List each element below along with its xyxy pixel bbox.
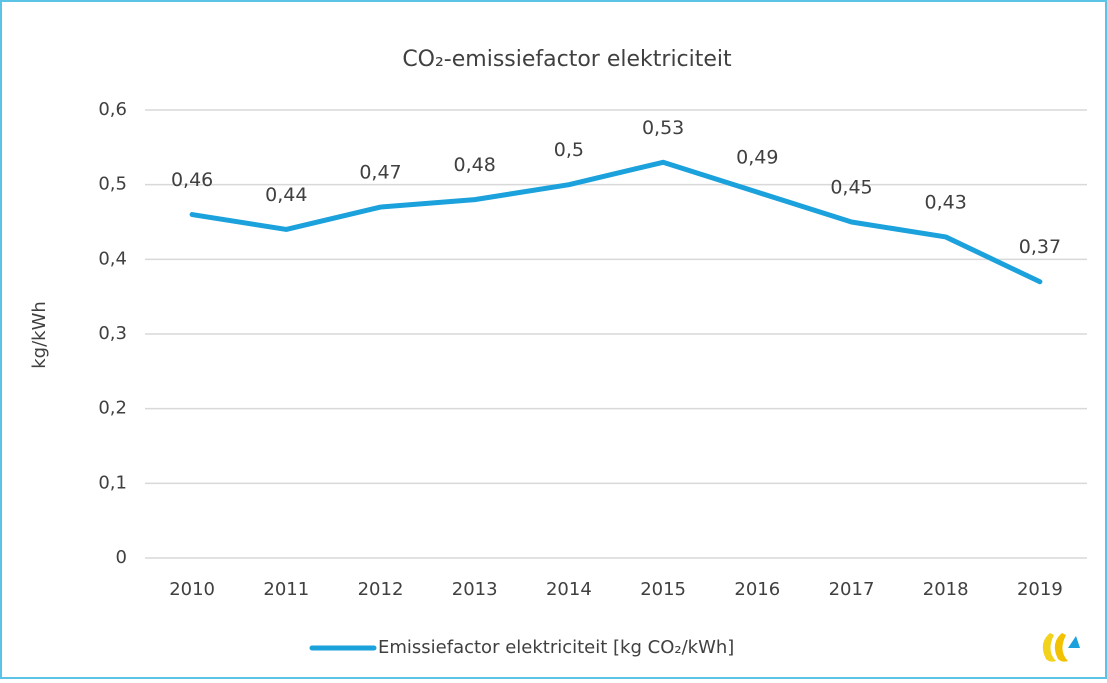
x-tick-label: 2019 [1017,579,1063,600]
logo [1042,633,1080,662]
data-label: 0,5 [554,139,584,161]
x-tick-label: 2012 [358,579,404,600]
data-label: 0,53 [642,117,684,139]
x-tick-label: 2011 [263,579,309,600]
x-tick-label: 2018 [923,579,969,600]
data-label: 0,44 [265,184,307,206]
y-tick-label: 0,2 [98,398,127,419]
x-tick-label: 2016 [734,579,780,600]
data-label: 0,46 [171,169,213,191]
x-tick-label: 2014 [546,579,592,600]
y-tick-label: 0,1 [98,472,127,493]
legend-label: Emissiefactor elektriciteit [kg CO₂/kWh] [378,637,734,658]
y-tick-label: 0,4 [98,248,127,269]
y-tick-label: 0,6 [98,99,127,120]
data-label: 0,43 [925,191,967,213]
x-tick-label: 2017 [829,579,875,600]
y-tick-label: 0 [116,547,127,568]
x-tick-label: 2013 [452,579,498,600]
data-label: 0,49 [736,147,778,169]
logo-part [1054,633,1068,662]
y-axis-label: kg/kWh [29,301,50,369]
data-label: 0,37 [1019,236,1061,258]
data-line [189,159,1043,285]
data-label: 0,45 [830,177,872,199]
chart-title: CO₂-emissiefactor elektriciteit [402,47,732,72]
y-tick-label: 0,3 [98,323,127,344]
x-tick-label: 2015 [640,579,686,600]
data-label: 0,47 [359,162,401,184]
y-tick-label: 0,5 [98,174,127,195]
logo-part [1068,636,1080,648]
data-label: 0,48 [454,154,496,176]
x-tick-label: 2010 [169,579,215,600]
logo-part [1042,633,1056,662]
